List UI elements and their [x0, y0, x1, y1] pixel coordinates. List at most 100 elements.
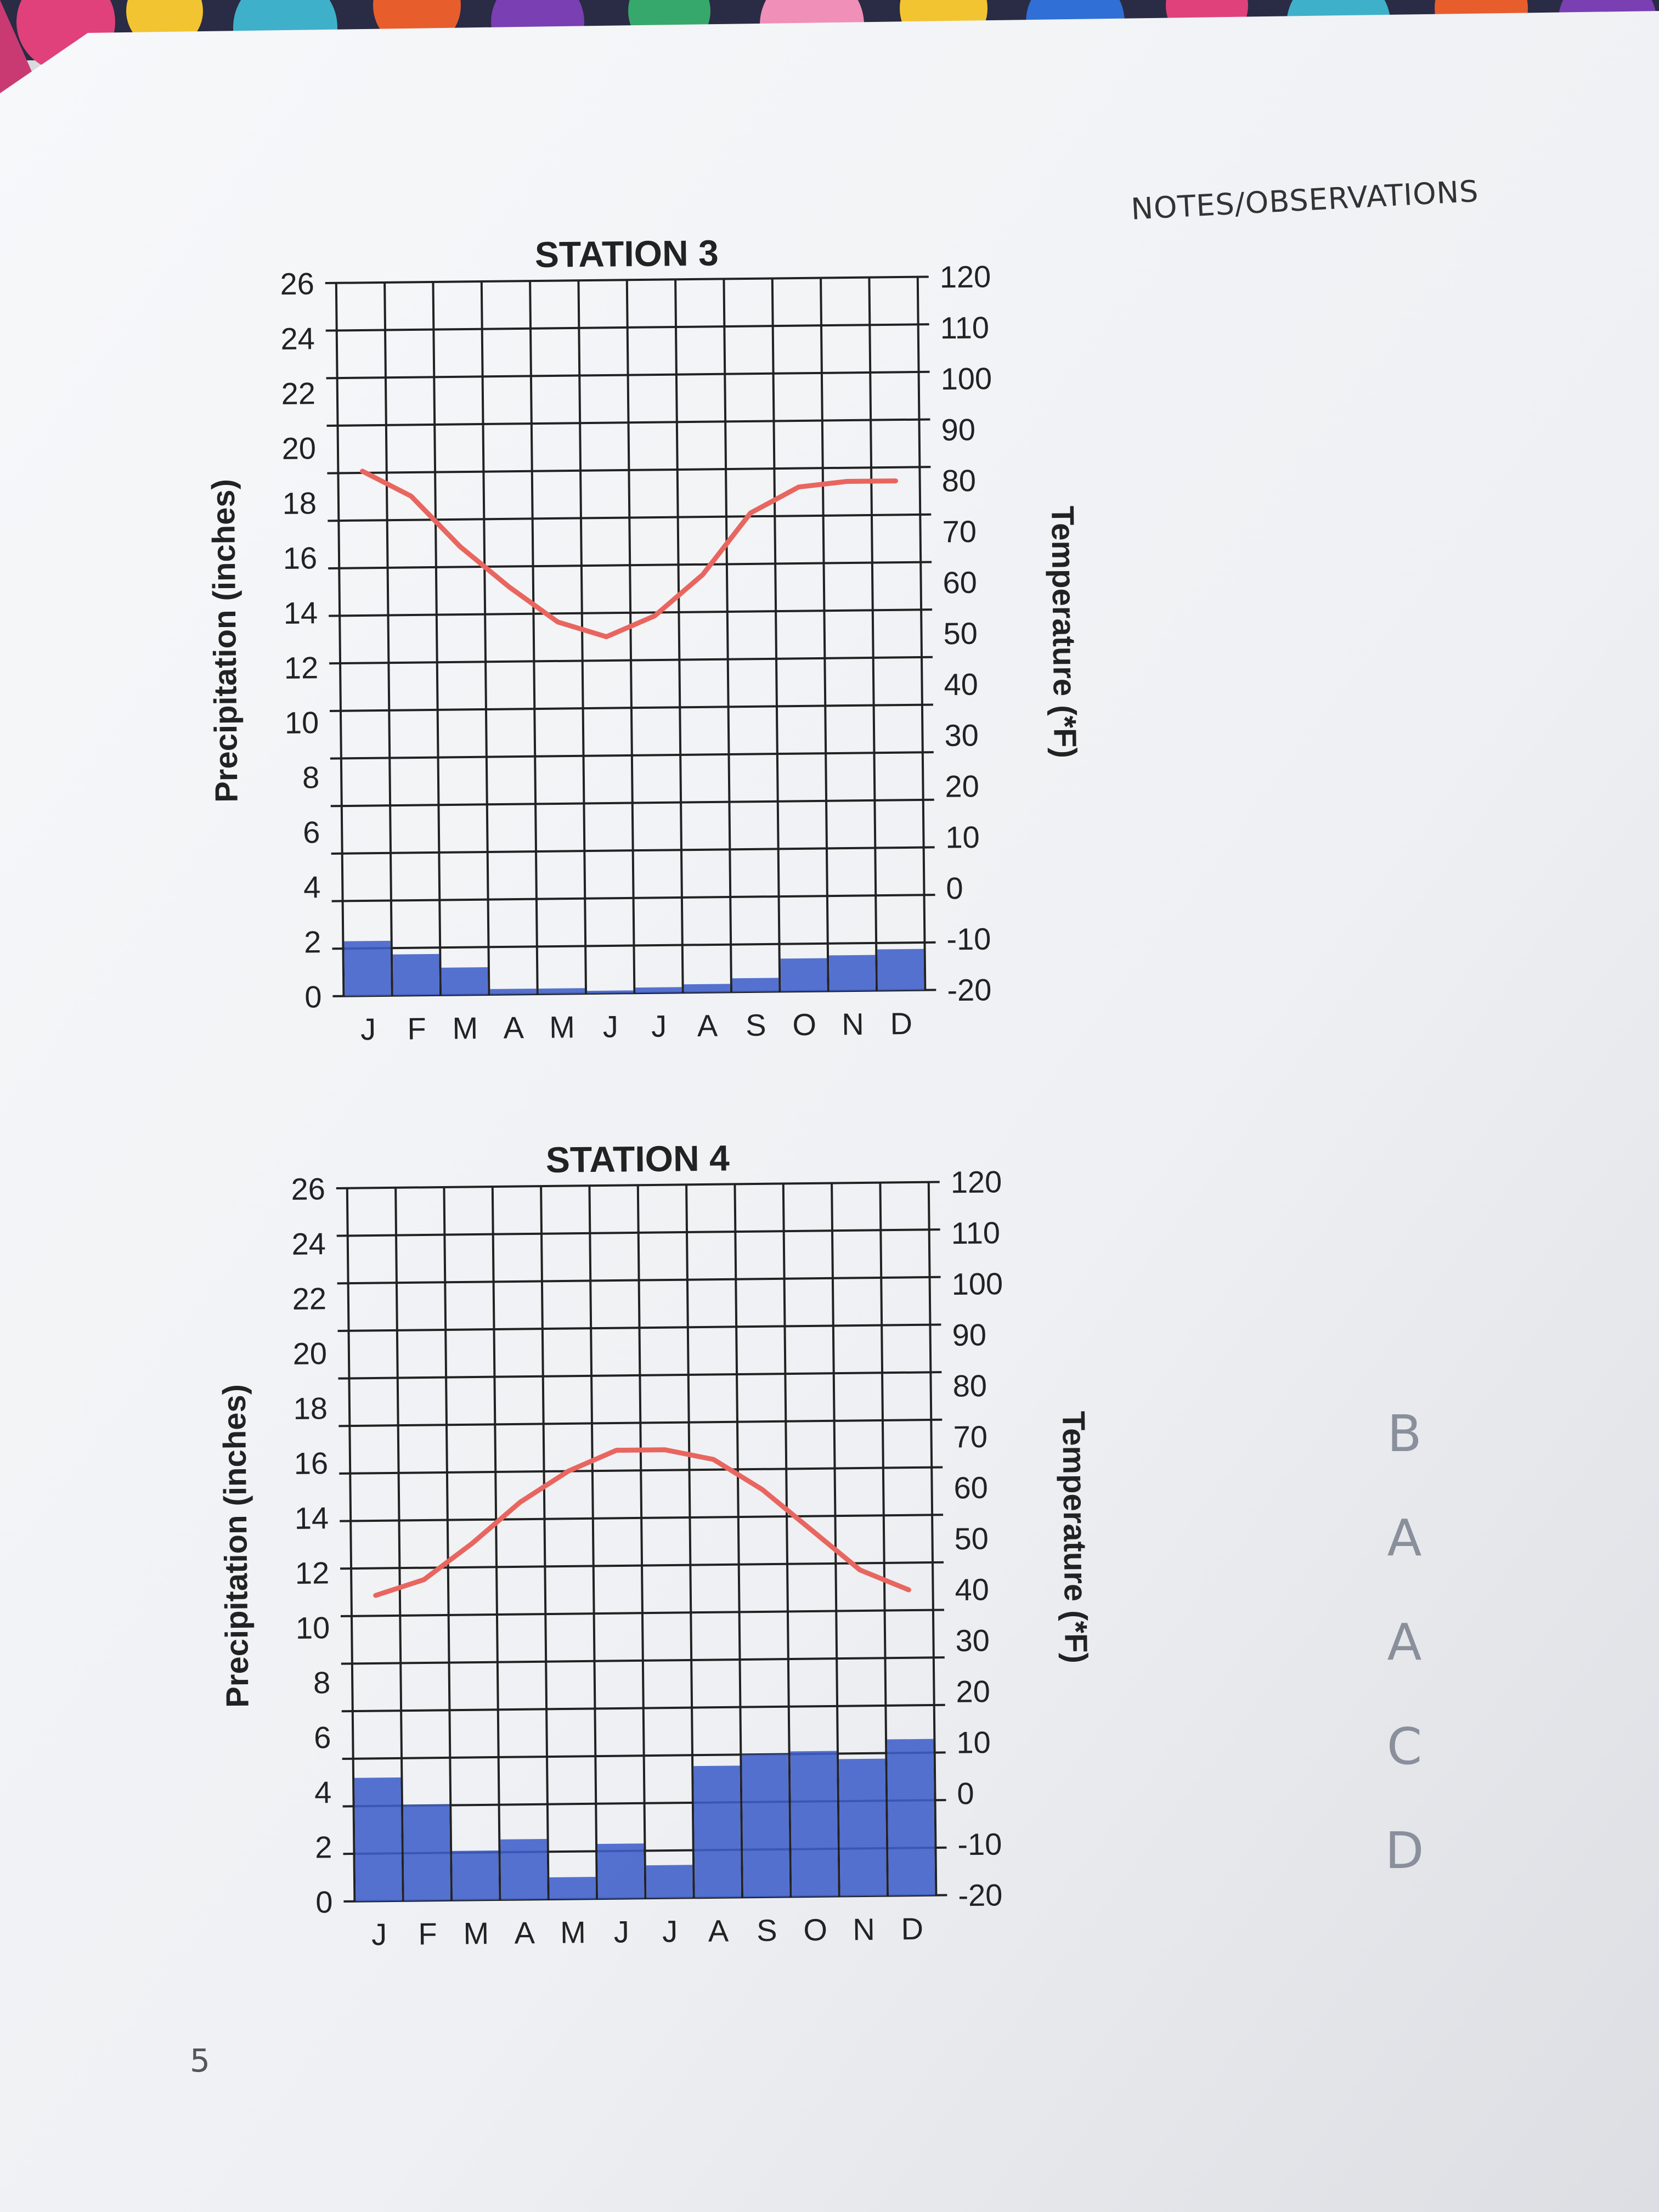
temperature-point — [409, 494, 413, 498]
chart-title: STATION 3 — [534, 232, 719, 275]
temp-tick-label: 80 — [952, 1368, 987, 1403]
precip-tick-label: 16 — [294, 1446, 328, 1481]
month-tick-label: J — [360, 1012, 376, 1046]
precipitation-bar — [441, 967, 488, 995]
temp-tick-label: 100 — [940, 361, 992, 396]
station-3-chart-svg: STATION 302468101214161820222426-20-1001… — [206, 232, 1083, 1046]
grid-line-horizontal — [336, 1181, 940, 1190]
precip-tick-label: 16 — [283, 540, 317, 575]
precip-tick-label: 8 — [313, 1665, 331, 1700]
precip-tick-label: 10 — [285, 705, 319, 740]
month-tick-label: O — [792, 1007, 816, 1042]
precipitation-bar — [742, 1754, 790, 1898]
temp-tick-label: 40 — [955, 1572, 989, 1607]
temperature-point — [653, 614, 657, 618]
temp-tick-label: -20 — [958, 1877, 1003, 1912]
grid-line-vertical — [820, 278, 830, 991]
temp-tick-label: 10 — [945, 820, 980, 855]
precip-tick-label: 10 — [296, 1610, 330, 1645]
month-tick-label: O — [803, 1912, 827, 1947]
grid-line-horizontal — [338, 1418, 943, 1427]
temp-tick-label: 70 — [953, 1419, 988, 1454]
grid-line-horizontal — [331, 846, 935, 855]
precipitation-bar — [780, 958, 827, 992]
precip-tick-label: 26 — [280, 266, 314, 301]
handwritten-answers: B A A C D — [1361, 1404, 1448, 1926]
precip-tick-label: 12 — [284, 650, 319, 685]
month-tick-label: A — [697, 1008, 719, 1043]
precipitation-bar — [392, 953, 440, 996]
temp-tick-label: -20 — [947, 972, 992, 1007]
month-tick-label: F — [418, 1916, 437, 1951]
temp-tick-label: 60 — [943, 565, 977, 600]
precip-tick-label: 14 — [294, 1500, 329, 1536]
grid-line-horizontal — [329, 608, 933, 617]
precip-tick-label: 4 — [303, 870, 321, 904]
grid-line-horizontal — [340, 1609, 944, 1617]
station-3-chart: STATION 3 0 2 4 6 8 10 12 14 16 18 20 22 24 26 -20 -10 0 1… — [171, 231, 1113, 1086]
grid-line-vertical — [868, 277, 878, 991]
grid-line-vertical — [879, 1182, 889, 1896]
chart-grid — [325, 275, 936, 997]
month-tick-label: M — [560, 1915, 586, 1949]
temp-tick-label: 110 — [951, 1215, 1000, 1250]
temperature-point — [907, 1588, 911, 1592]
precipitation-bar — [587, 990, 634, 994]
temp-tick-label: 60 — [953, 1470, 988, 1505]
temp-tick-label: 90 — [952, 1317, 986, 1352]
month-tick-label: J — [662, 1914, 678, 1949]
precipitation-bar — [790, 1751, 838, 1897]
page-number: 5 — [190, 2042, 210, 2079]
chart-title: STATION 4 — [545, 1137, 730, 1180]
grid-line-horizontal — [329, 703, 933, 712]
month-tick-label: M — [463, 1916, 489, 1950]
temperature-point — [712, 1458, 715, 1462]
grid-line-vertical — [588, 1186, 599, 1899]
temp-tick-label: 50 — [954, 1521, 989, 1556]
precipitation-bar — [500, 1839, 548, 1900]
handwritten-answer: D — [1385, 1821, 1424, 1880]
temperature-point — [663, 1448, 667, 1452]
month-tick-label: J — [371, 1917, 387, 1951]
temperature-point — [470, 1542, 474, 1545]
grid-line-vertical — [723, 279, 733, 992]
precip-tick-label: 12 — [295, 1555, 330, 1590]
precipitation-bar — [549, 1877, 596, 1900]
precipitation-bar — [597, 1843, 645, 1899]
precipitation-bar — [732, 978, 779, 992]
temperature-point — [374, 1594, 377, 1598]
temp-tick-label: 50 — [943, 616, 978, 651]
precipitation-bar — [693, 1765, 742, 1898]
temperature-axis-label: Temperature (*F) — [1045, 506, 1083, 758]
temp-tick-label: 0 — [946, 871, 963, 905]
handwritten-answer: B — [1387, 1404, 1422, 1463]
temp-tick-label: 20 — [945, 769, 979, 804]
grid-line-horizontal — [336, 1228, 940, 1237]
temp-tick-label: 30 — [955, 1623, 990, 1658]
month-tick-label: S — [746, 1008, 766, 1042]
temperature-point — [701, 573, 704, 577]
precip-tick-label: 20 — [292, 1336, 327, 1371]
grid-line-horizontal — [326, 370, 930, 380]
grid-line-vertical — [625, 280, 636, 994]
grid-line-horizontal — [325, 275, 929, 285]
temperature-point — [797, 485, 800, 489]
month-tick-label: S — [757, 1913, 777, 1948]
temp-tick-label: 80 — [941, 463, 976, 498]
grid-line-vertical — [685, 1184, 695, 1898]
temp-tick-label: 70 — [942, 514, 977, 549]
temp-tick-label: -10 — [957, 1827, 1002, 1862]
temperature-point — [858, 1568, 862, 1572]
month-tick-label: F — [407, 1011, 426, 1046]
temperature-point — [518, 1500, 522, 1504]
grid-line-vertical — [346, 1188, 356, 1901]
precip-tick-label: 6 — [303, 815, 320, 849]
temperature-point — [894, 479, 898, 483]
handwritten-answer: A — [1387, 1509, 1422, 1567]
temp-tick-label: 10 — [956, 1725, 991, 1760]
temp-tick-label: 90 — [941, 412, 975, 447]
grid-line-horizontal — [341, 1656, 945, 1665]
temp-tick-label: 30 — [944, 718, 979, 753]
precip-tick-label: 26 — [291, 1171, 325, 1206]
